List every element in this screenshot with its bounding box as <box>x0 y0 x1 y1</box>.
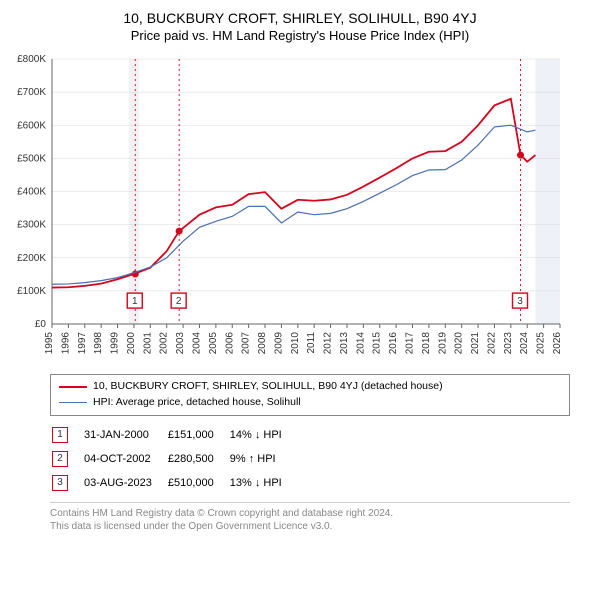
legend-row: 10, BUCKBURY CROFT, SHIRLEY, SOLIHULL, B… <box>59 379 561 395</box>
svg-text:2011: 2011 <box>306 332 317 354</box>
svg-text:2016: 2016 <box>388 332 399 355</box>
svg-text:3: 3 <box>517 296 523 307</box>
svg-text:2013: 2013 <box>339 332 350 355</box>
svg-text:£800K: £800K <box>17 54 46 65</box>
sale-diff: 9% ↑ HPI <box>230 448 296 470</box>
svg-text:1998: 1998 <box>93 332 104 355</box>
svg-text:£100K: £100K <box>17 286 46 297</box>
svg-text:2001: 2001 <box>142 332 153 355</box>
sale-row: 1 31-JAN-2000£151,00014% ↓ HPI <box>52 424 296 446</box>
sale-row: 3 03-AUG-2023£510,00013% ↓ HPI <box>52 472 296 494</box>
svg-text:2017: 2017 <box>405 332 416 355</box>
sale-date: 04-OCT-2002 <box>84 448 166 470</box>
sale-marker-icon: 2 <box>52 451 68 467</box>
svg-text:1997: 1997 <box>77 332 88 355</box>
svg-text:2009: 2009 <box>273 332 284 355</box>
svg-text:2025: 2025 <box>536 332 547 355</box>
svg-text:2008: 2008 <box>257 332 268 355</box>
svg-text:2000: 2000 <box>126 332 137 355</box>
svg-text:1995: 1995 <box>44 332 55 355</box>
sale-diff: 14% ↓ HPI <box>230 424 296 446</box>
svg-text:1996: 1996 <box>60 332 71 355</box>
svg-text:2010: 2010 <box>290 332 301 355</box>
svg-text:2014: 2014 <box>355 332 366 355</box>
svg-text:2006: 2006 <box>224 332 235 355</box>
sale-price: £280,500 <box>168 448 228 470</box>
svg-text:1999: 1999 <box>110 332 121 355</box>
svg-text:2004: 2004 <box>191 332 202 355</box>
svg-text:2: 2 <box>176 296 182 307</box>
svg-text:£0: £0 <box>35 319 47 330</box>
sale-marker-icon: 1 <box>52 427 68 443</box>
sales-table: 1 31-JAN-2000£151,00014% ↓ HPI 2 04-OCT-200… <box>50 422 298 496</box>
footer-line2: This data is licensed under the Open Gov… <box>50 520 570 534</box>
title-subtitle: Price paid vs. HM Land Registry's House … <box>10 28 590 43</box>
title-address: 10, BUCKBURY CROFT, SHIRLEY, SOLIHULL, B… <box>10 10 590 26</box>
svg-text:£600K: £600K <box>17 120 46 131</box>
svg-text:1: 1 <box>132 296 138 307</box>
svg-text:2003: 2003 <box>175 332 186 355</box>
price-chart: £0 £100K £200K £300K £400K £500K £600K £700K £80… <box>10 51 590 366</box>
svg-text:£400K: £400K <box>17 187 46 198</box>
svg-text:2026: 2026 <box>552 332 563 355</box>
sale-price: £510,000 <box>168 472 228 494</box>
svg-text:2007: 2007 <box>241 332 252 355</box>
svg-text:£700K: £700K <box>17 87 46 98</box>
sale-diff: 13% ↓ HPI <box>230 472 296 494</box>
svg-text:2018: 2018 <box>421 332 432 355</box>
svg-text:2021: 2021 <box>470 332 481 355</box>
footer-attribution: Contains HM Land Registry data © Crown c… <box>50 502 570 534</box>
sale-marker-icon: 3 <box>52 475 68 491</box>
legend-label: 10, BUCKBURY CROFT, SHIRLEY, SOLIHULL, B… <box>93 379 443 395</box>
legend-swatch <box>59 386 87 388</box>
svg-text:2024: 2024 <box>519 332 530 355</box>
svg-text:2012: 2012 <box>323 332 334 355</box>
svg-text:2019: 2019 <box>437 332 448 355</box>
sale-price: £151,000 <box>168 424 228 446</box>
legend: 10, BUCKBURY CROFT, SHIRLEY, SOLIHULL, B… <box>50 374 570 416</box>
sale-date: 31-JAN-2000 <box>84 424 166 446</box>
svg-text:2002: 2002 <box>159 332 170 355</box>
svg-text:2020: 2020 <box>454 332 465 355</box>
svg-text:£200K: £200K <box>17 253 46 264</box>
footer-line1: Contains HM Land Registry data © Crown c… <box>50 507 570 521</box>
svg-text:£500K: £500K <box>17 153 46 164</box>
svg-text:2015: 2015 <box>372 332 383 355</box>
sale-date: 03-AUG-2023 <box>84 472 166 494</box>
svg-text:2023: 2023 <box>503 332 514 355</box>
svg-text:2005: 2005 <box>208 332 219 355</box>
svg-text:2022: 2022 <box>486 332 497 355</box>
legend-swatch <box>59 402 87 403</box>
legend-label: HPI: Average price, detached house, Soli… <box>93 395 301 411</box>
sale-row: 2 04-OCT-2002£280,5009% ↑ HPI <box>52 448 296 470</box>
legend-row: HPI: Average price, detached house, Soli… <box>59 395 561 411</box>
svg-text:£300K: £300K <box>17 220 46 231</box>
